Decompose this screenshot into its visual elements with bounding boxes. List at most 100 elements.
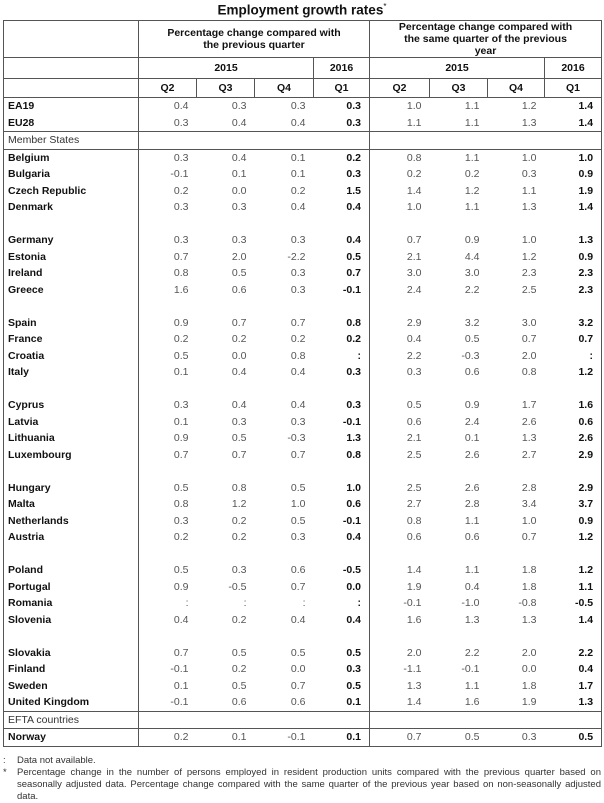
yoy-value: -0.8 — [518, 597, 537, 610]
yoy-value: 2.6 — [464, 481, 480, 494]
yoy-value: 3.0 — [369, 265, 430, 282]
yoy-value: 1.1 — [464, 514, 480, 527]
qoq-value: 0.8 — [138, 496, 197, 513]
qoq-value: 0.3 — [290, 531, 306, 544]
spacer-cell — [138, 463, 370, 480]
qoq-value: 0.2 — [231, 514, 247, 527]
qoq-value: 0.5 — [138, 479, 197, 496]
qoq-value: 0.7 — [138, 446, 197, 463]
qoq-value: -0.5 — [228, 580, 247, 593]
qoq-value: 0.0 — [290, 663, 306, 676]
qoq-value: 0.1 — [254, 148, 314, 166]
qoq-value: 0.8 — [231, 481, 247, 494]
yoy-value: 0.8 — [521, 366, 537, 379]
yoy-value: 2.3 — [578, 267, 594, 280]
row-label: Poland — [8, 564, 44, 577]
header-group-row: Percentage change compared with the prev… — [4, 20, 602, 58]
row-label: Romania — [8, 597, 53, 610]
qoq-value: 0.2 — [231, 531, 247, 544]
qoq-value: 0.0 — [346, 580, 361, 593]
qoq-value: 0.7 — [346, 267, 361, 280]
qoq-value: 0.2 — [231, 613, 247, 626]
header-year-row: 2015 2016 2015 2016 — [3, 57, 602, 79]
title-text: Employment growth rates — [217, 2, 384, 18]
row-label: Croatia — [8, 349, 45, 362]
yoy-value: 0.7 — [521, 333, 537, 346]
row-label: Czech Republic — [8, 184, 87, 197]
yoy-value: 1.4 — [369, 562, 430, 579]
yoy-value: 1.9 — [369, 578, 430, 595]
yoy-value: 2.8 — [464, 498, 480, 511]
yoy-value: 1.1 — [464, 564, 480, 577]
yoy-value: 0.7 — [369, 232, 430, 249]
qoq-value: 0.3 — [290, 234, 306, 247]
row-label: Austria — [8, 531, 45, 544]
table-row: Belgium 0.3 0.4 0.1 0.2 0.8 1.1 1.0 1.0 — [3, 148, 602, 166]
qoq-value: 0.0 — [231, 184, 247, 197]
yoy-value: 2.3 — [521, 267, 537, 280]
qoq-value: 0.4 — [231, 399, 247, 412]
yoy-value: 0.6 — [464, 366, 480, 379]
qoq-value: -0.1 — [138, 694, 197, 711]
qoq-value: 0.5 — [231, 432, 247, 445]
spacer-cell — [368, 298, 602, 315]
qoq-value: 0.2 — [231, 663, 247, 676]
row-label: Ireland — [8, 267, 43, 280]
yoy-value: -1.1 — [369, 661, 430, 678]
spacer-row — [4, 380, 602, 397]
qoq-value: 1.6 — [138, 281, 197, 298]
qoq-value: 1.0 — [290, 498, 306, 511]
yoy-value: 0.9 — [578, 514, 594, 527]
qoq-value: 0.5 — [231, 646, 247, 659]
yoy-value: 1.2 — [464, 184, 480, 197]
footnote-text: Percentage change in the number of perso… — [17, 767, 601, 802]
footnote-not-available: : Data not available. — [3, 755, 601, 767]
qoq-value: 0.3 — [138, 199, 197, 216]
qoq-value: 1.5 — [346, 184, 361, 197]
yoy-value: 0.4 — [464, 580, 480, 593]
table-row: Austria 0.2 0.2 0.3 0.4 0.6 0.6 0.7 1.2 — [4, 529, 602, 546]
qoq-value: 0.8 — [346, 316, 361, 329]
yoy-value: 3.2 — [464, 316, 480, 329]
header-year-2015-yoy: 2015 — [369, 57, 545, 79]
header-q3: Q3 — [196, 78, 255, 98]
spacer-cell — [138, 545, 370, 562]
yoy-value: 0.0 — [521, 663, 537, 676]
qoq-value: 0.4 — [231, 366, 247, 379]
table-row: EU28 0.3 0.4 0.4 0.3 1.1 1.1 1.3 1.4 — [4, 114, 602, 132]
qoq-value: 0.3 — [346, 168, 361, 181]
yoy-value: 2.0 — [369, 644, 430, 661]
qoq-value: 0.1 — [138, 413, 197, 430]
yoy-value: 1.4 — [369, 694, 430, 711]
qoq-value: 0.2 — [138, 331, 197, 348]
spacer-cell — [138, 710, 370, 729]
qoq-value: -0.1 — [342, 283, 361, 296]
qoq-value: 0.4 — [290, 201, 306, 214]
qoq-value: 0.7 — [138, 248, 197, 265]
spacer-cell — [4, 546, 139, 563]
title-footnote-marker: * — [383, 2, 387, 11]
yoy-value: 1.4 — [544, 97, 602, 115]
yoy-value: 0.8 — [369, 512, 430, 529]
yoy-value: -0.3 — [461, 349, 480, 362]
yoy-value: 1.0 — [521, 234, 537, 247]
qoq-value: 0.8 — [138, 265, 197, 282]
yoy-value: 0.5 — [429, 728, 488, 746]
spacer-row — [4, 215, 602, 232]
yoy-value: 0.7 — [369, 728, 430, 746]
yoy-value: 1.1 — [464, 116, 480, 129]
qoq-value: 0.4 — [290, 613, 306, 626]
header-q3: Q3 — [429, 78, 488, 98]
header-year-2016-qoq: 2016 — [313, 57, 370, 79]
qoq-value: 1.2 — [231, 498, 247, 511]
footnote-definition: * Percentage change in the number of per… — [3, 767, 601, 803]
qoq-value: 0.4 — [231, 116, 247, 129]
yoy-value: 1.4 — [578, 116, 594, 129]
yoy-value: 1.8 — [521, 679, 537, 692]
table-row: Greece 1.6 0.6 0.3 -0.1 2.4 2.2 2.5 2.3 — [4, 281, 602, 298]
yoy-value: 0.1 — [464, 432, 480, 445]
qoq-value: 0.3 — [138, 148, 197, 166]
yoy-value: 1.3 — [578, 234, 594, 247]
table-row: Czech Republic 0.2 0.0 0.2 1.5 1.4 1.2 1.1 1.9 — [4, 182, 602, 199]
qoq-value: 0.5 — [138, 347, 197, 364]
